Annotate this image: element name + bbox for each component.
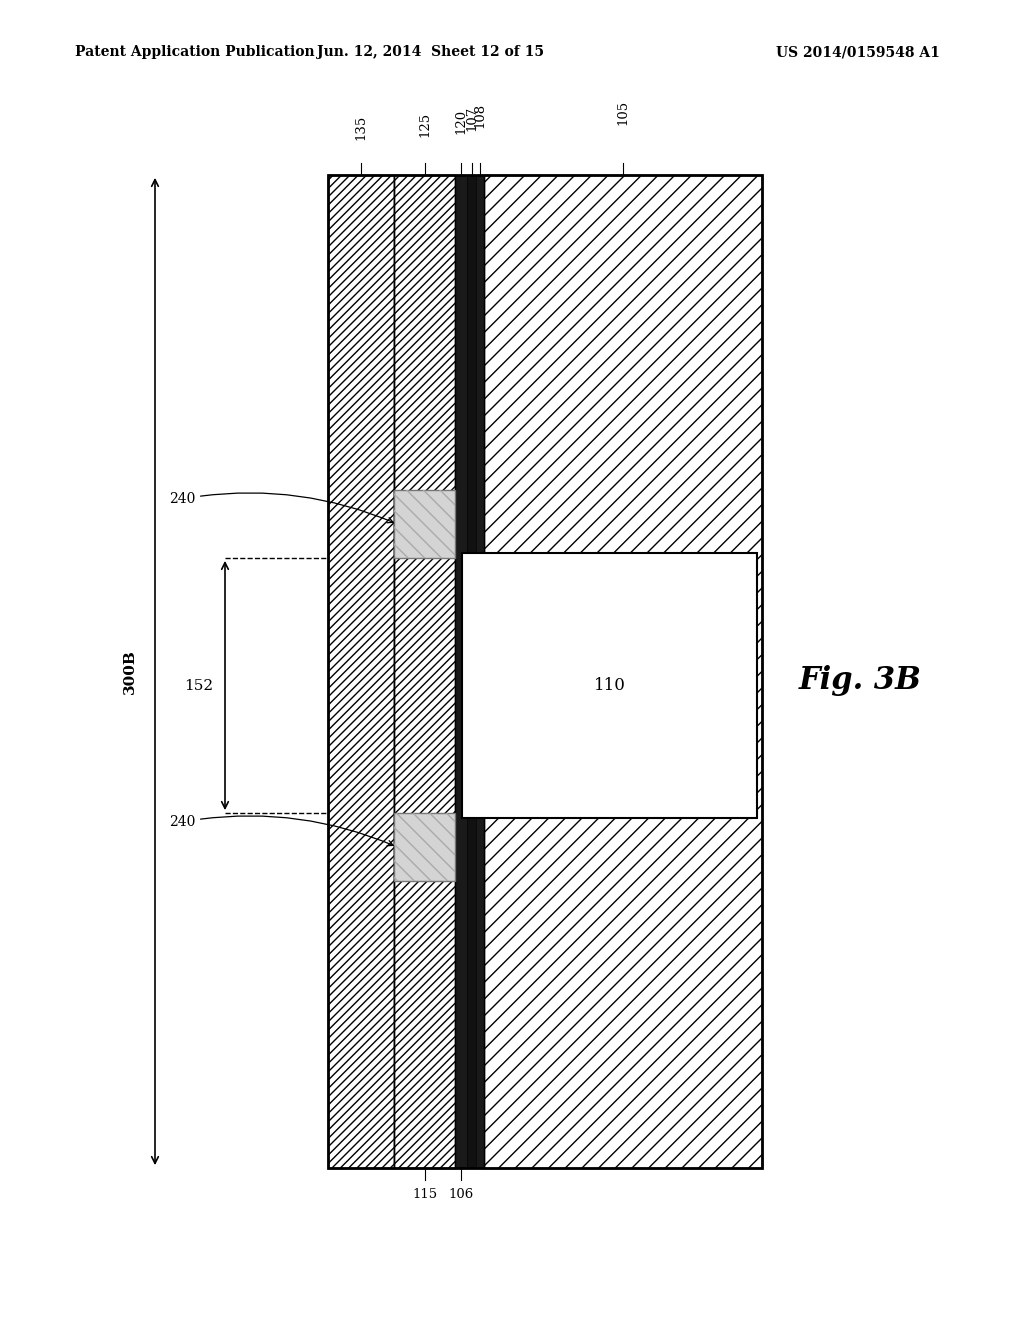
Bar	[394, 813, 455, 880]
Bar	[462, 553, 757, 818]
Bar	[484, 176, 762, 1168]
Bar	[394, 813, 455, 880]
Bar	[328, 176, 762, 1168]
Bar	[394, 490, 455, 558]
Text: 240: 240	[169, 492, 393, 523]
Text: 106: 106	[449, 1188, 474, 1201]
Text: 110: 110	[594, 677, 626, 694]
Text: 107: 107	[465, 106, 478, 131]
Text: 300B: 300B	[123, 649, 137, 694]
Text: Patent Application Publication: Patent Application Publication	[75, 45, 314, 59]
Bar	[328, 176, 394, 1168]
Text: Jun. 12, 2014  Sheet 12 of 15: Jun. 12, 2014 Sheet 12 of 15	[316, 45, 544, 59]
Text: 240: 240	[169, 814, 393, 846]
Bar	[467, 176, 476, 1168]
Bar	[476, 176, 484, 1168]
Text: US 2014/0159548 A1: US 2014/0159548 A1	[776, 45, 940, 59]
Text: Fig. 3B: Fig. 3B	[799, 664, 922, 696]
Text: 120: 120	[455, 108, 468, 135]
Text: 105: 105	[616, 100, 630, 125]
Text: 152: 152	[184, 678, 213, 693]
Text: 115: 115	[412, 1188, 437, 1201]
Text: 135: 135	[354, 115, 368, 140]
Text: 125: 125	[418, 112, 431, 137]
Bar	[394, 490, 455, 558]
Bar	[394, 176, 455, 1168]
Bar	[455, 176, 467, 1168]
Text: 108: 108	[473, 103, 486, 128]
